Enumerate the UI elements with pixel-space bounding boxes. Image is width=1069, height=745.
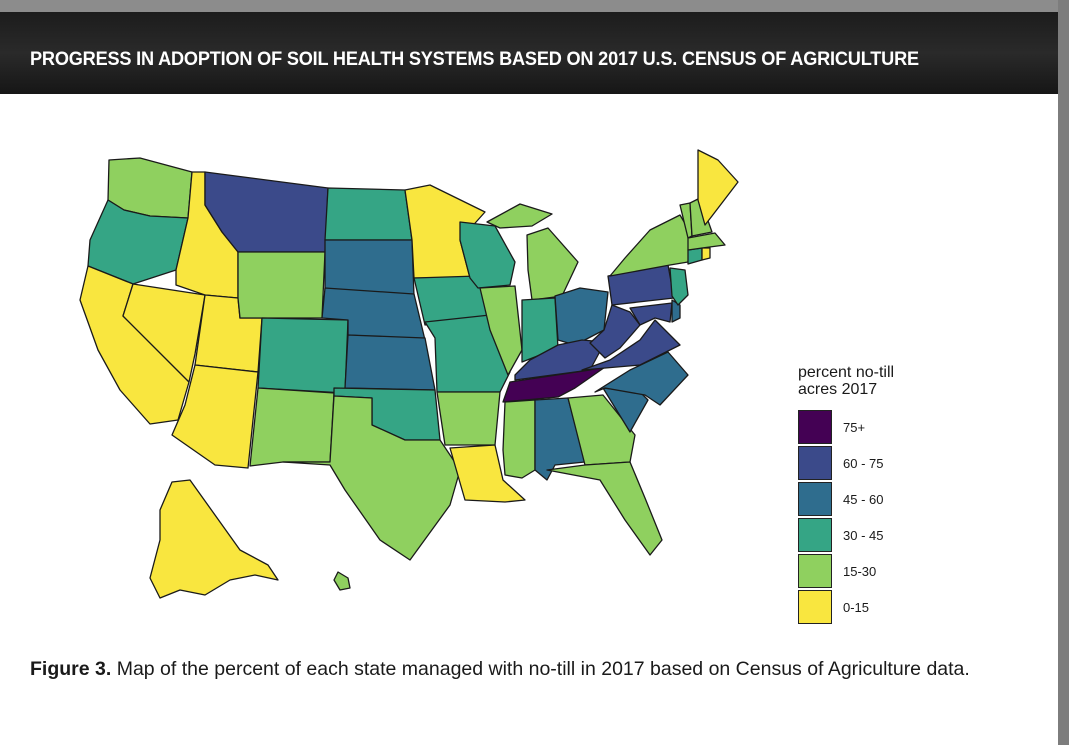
state-NH (689, 197, 713, 237)
figure-label: Figure 3. (30, 658, 112, 680)
legend-label: 60 - 75 (843, 456, 884, 471)
state-GA (567, 394, 636, 466)
state-FL (546, 461, 663, 556)
legend-label: 15-30 (843, 564, 877, 579)
state-WI (459, 221, 516, 289)
legend-title-line2: acres 2017 (798, 381, 878, 398)
state-MA (687, 232, 726, 251)
state-CT (687, 247, 703, 265)
state-ME (697, 149, 739, 226)
state-KS (344, 334, 436, 391)
legend-label: 75+ (843, 420, 866, 435)
window-edge (1058, 0, 1069, 745)
legend-swatch (798, 482, 832, 516)
legend-label: 45 - 60 (843, 492, 884, 507)
legend-swatch (798, 446, 832, 480)
state-AR (436, 391, 501, 446)
state-SD (324, 239, 415, 297)
state-NV (122, 283, 206, 383)
state-MS (502, 399, 536, 479)
header-banner: PROGRESS IN ADOPTION OF SOIL HEALTH SYST… (0, 12, 1058, 94)
state-VA (581, 319, 681, 371)
legend-title-line1: percent no-till (798, 364, 895, 381)
state-HI (333, 571, 351, 591)
state-AZ (171, 364, 259, 469)
state-TX (282, 395, 461, 561)
state-NY (609, 214, 691, 277)
state-NJ (669, 267, 689, 306)
state-CO (257, 317, 349, 394)
legend-swatch (798, 590, 832, 624)
state-MI (526, 227, 579, 301)
state-IL (479, 285, 523, 376)
page-title: PROGRESS IN ADOPTION OF SOIL HEALTH SYST… (30, 48, 919, 70)
state-LA (449, 444, 526, 503)
state-NC (594, 351, 689, 406)
legend-swatch (798, 554, 832, 588)
state-MI-UP (486, 203, 553, 229)
figure-caption: Figure 3. Map of the percent of each sta… (30, 657, 1030, 681)
legend-swatch (798, 410, 832, 444)
legend-label: 30 - 45 (843, 528, 884, 543)
legend-label: 0-15 (843, 600, 870, 615)
state-RI (701, 247, 711, 261)
state-WY (237, 251, 326, 319)
state-WV (589, 304, 641, 359)
state-AK (149, 479, 279, 599)
state-ND (324, 187, 413, 241)
state-MD (629, 302, 673, 326)
legend-swatch (798, 518, 832, 552)
caption-text: Map of the percent of each state managed… (111, 658, 970, 680)
state-NM (249, 387, 335, 467)
legend-title: percent no-till acres 2017 (798, 364, 948, 398)
